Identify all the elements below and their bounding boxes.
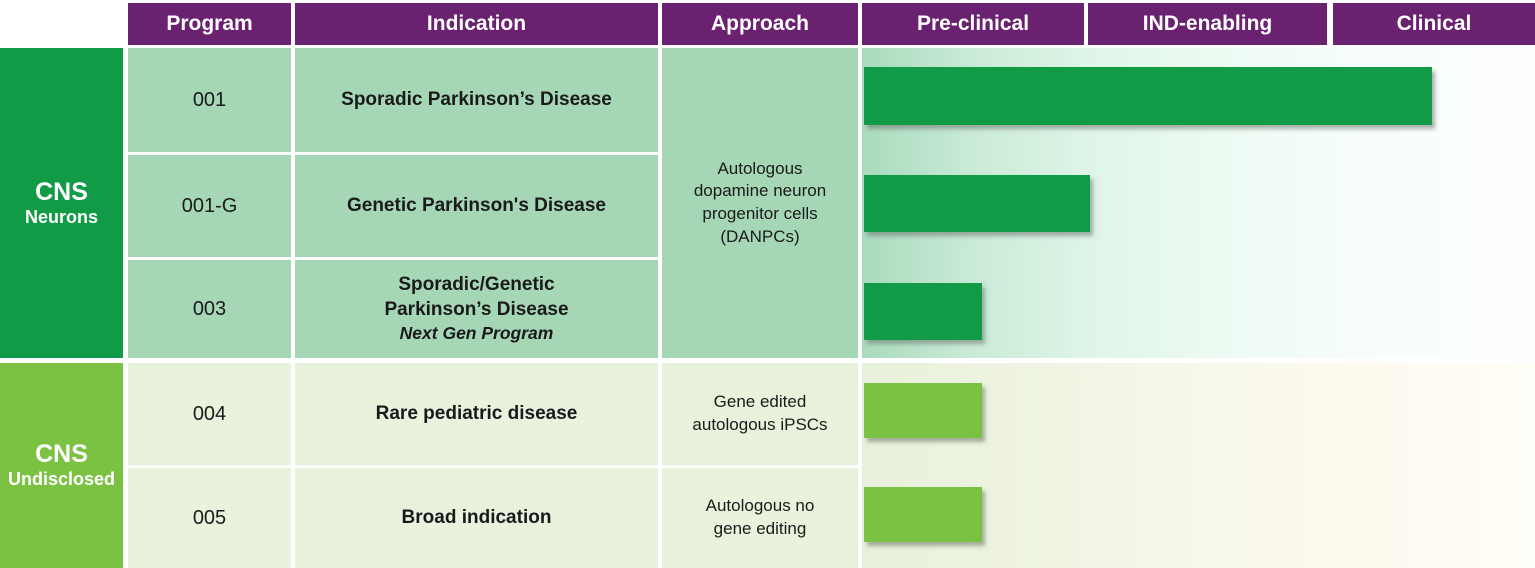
indication-cell-rare-pediatric: Rare pediatric disease xyxy=(295,363,658,465)
approach-text: Autologous no xyxy=(705,496,815,516)
approach-cell-gene-edited-ipscs: Gene edited autologous iPSCs xyxy=(662,363,858,465)
approach-cell-no-gene-editing: Autologous no gene editing xyxy=(662,468,858,568)
indication-text: Rare pediatric disease xyxy=(375,402,578,424)
indication-text: Sporadic/Genetic xyxy=(398,273,555,295)
column-header-indication: Indication xyxy=(295,3,658,45)
indication-text: Broad indication xyxy=(401,506,552,528)
indication-text: Parkinson’s Disease xyxy=(384,298,569,320)
approach-text: dopamine neuron xyxy=(693,181,827,201)
program-cell-001: 001 xyxy=(128,48,291,152)
group-label-cns-neurons: CNS Neurons xyxy=(0,48,123,358)
bar-program-004 xyxy=(864,383,982,438)
bar-program-005 xyxy=(864,487,982,542)
column-header-approach: Approach xyxy=(662,3,858,45)
approach-text: Autologous xyxy=(717,158,803,178)
group-title: CNS xyxy=(35,177,88,206)
approach-text: (DANPCs) xyxy=(720,226,800,246)
group-label-cns-undisclosed: CNS Undisclosed xyxy=(0,363,123,568)
approach-text: autologous iPSCs xyxy=(692,415,828,434)
approach-text: progenitor cells xyxy=(702,204,818,223)
indication-text: Genetic Parkinson's Disease xyxy=(346,194,607,216)
indication-cell-sporadic-genetic-pd: Sporadic/Genetic Parkinson’s Disease Nex… xyxy=(295,260,658,358)
indication-cell-broad-indication: Broad indication xyxy=(295,468,658,568)
bar-program-001g xyxy=(864,175,1090,232)
column-header-program: Program xyxy=(128,3,291,45)
bar-program-003 xyxy=(864,283,982,340)
group-subtitle: Neurons xyxy=(24,206,98,227)
group-subtitle: Undisclosed xyxy=(7,469,116,490)
program-cell-003: 003 xyxy=(128,260,291,358)
approach-cell-danpcs: Autologous dopamine neuron progenitor ce… xyxy=(662,48,858,358)
indication-cell-genetic-pd: Genetic Parkinson's Disease xyxy=(295,155,658,257)
approach-text: Gene edited xyxy=(713,392,807,412)
indication-text: Sporadic Parkinson’s Disease xyxy=(341,88,612,110)
program-cell-005: 005 xyxy=(128,468,291,568)
program-cell-001g: 001-G xyxy=(128,155,291,257)
group-title: CNS xyxy=(35,440,88,469)
column-header-clinical: Clinical xyxy=(1333,3,1535,45)
bar-program-001 xyxy=(864,67,1432,125)
column-header-preclinical: Pre-clinical xyxy=(862,3,1084,45)
approach-text: gene editing xyxy=(713,519,807,538)
program-cell-004: 004 xyxy=(128,363,291,465)
indication-cell-sporadic-pd: Sporadic Parkinson’s Disease xyxy=(295,48,658,152)
column-header-ind-enabling: IND-enabling xyxy=(1088,3,1327,45)
indication-note: Next Gen Program xyxy=(399,323,554,344)
